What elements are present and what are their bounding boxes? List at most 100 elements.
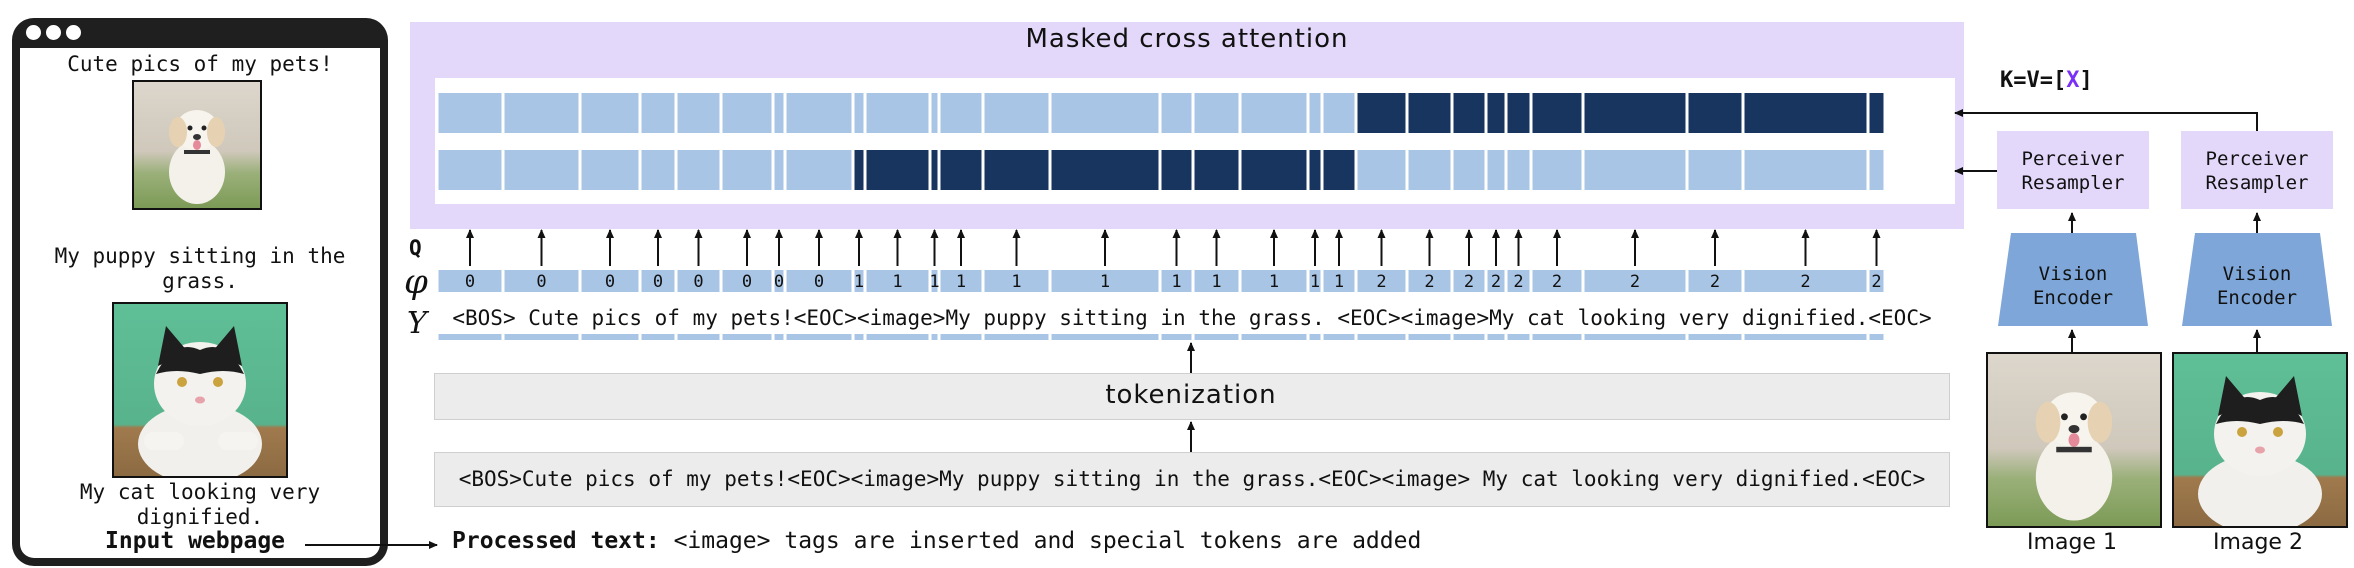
mask-cell-image2 (1584, 150, 1686, 190)
image-2-photo (2172, 352, 2348, 528)
mask-cell-image2 (1487, 150, 1505, 190)
phi-value: 2 (1871, 272, 1881, 292)
mask-cell-image2 (1309, 150, 1321, 190)
mask-cell-image2 (786, 150, 852, 190)
input-webpage-panel: Cute pics of my pets! My puppy sitting i… (12, 18, 388, 566)
mask-cell-image1 (1487, 93, 1505, 133)
window-dot-icon (66, 25, 81, 40)
phi-value: 0 (693, 272, 703, 292)
phi-value: 2 (1464, 272, 1474, 292)
phi-value: 2 (1800, 272, 1810, 292)
mask-cell-image2 (1194, 150, 1239, 190)
token-bar (1241, 334, 1307, 340)
phi-cell (1323, 270, 1355, 292)
mask-cell-image1 (984, 93, 1049, 133)
mask-cell-image2 (641, 150, 675, 190)
token-bar (774, 334, 784, 340)
mask-cell-image1 (677, 93, 720, 133)
phi-cell (1051, 270, 1159, 292)
token-bar (1869, 334, 1884, 340)
phi-value: 0 (774, 272, 784, 292)
masked-attention-title: Masked cross attention (1025, 24, 1349, 54)
mask-cell-image1 (774, 93, 784, 133)
mask-cell-image2 (677, 150, 720, 190)
y-label: Y (407, 306, 427, 341)
phi-value: 1 (956, 272, 966, 292)
phi-value: 2 (1491, 272, 1501, 292)
phi-value: 2 (1376, 272, 1386, 292)
token-bar (1194, 334, 1239, 340)
mask-cell-image1 (1408, 93, 1451, 133)
phi-value: 1 (1011, 272, 1021, 292)
resampler2-to-mask-arrow (1954, 109, 2258, 131)
kv-label: K=V=[X] (2000, 68, 2093, 93)
tokenization-band (434, 373, 1950, 420)
token-bar (1408, 334, 1451, 340)
mask-cell-image1 (1507, 93, 1530, 133)
mask-cell-image1 (1051, 93, 1159, 133)
token-bar (1161, 334, 1192, 340)
phi-cell (1688, 270, 1742, 292)
phi-cell (1532, 270, 1582, 292)
mask-cell-image2 (940, 150, 982, 190)
mask-cell-image1 (854, 93, 864, 133)
phi-value: 0 (465, 272, 475, 292)
phi-value: 0 (742, 272, 752, 292)
mask-cell-image1 (1161, 93, 1192, 133)
perceiver-resampler-1: Perceiver Resampler (1997, 131, 2149, 209)
mask-cell-image2 (1453, 150, 1485, 190)
phi-value: 1 (892, 272, 902, 292)
phi-cell (504, 270, 579, 292)
mask-cell-image1 (1323, 93, 1355, 133)
mask-cell-image1 (1194, 93, 1239, 133)
mask-cell-image1 (1532, 93, 1582, 133)
phi-cell (786, 270, 852, 292)
webpage-title: Cute pics of my pets! (67, 52, 333, 76)
cat-photo (112, 302, 288, 478)
mask-cell-image2 (1507, 150, 1530, 190)
mask-cell-image2 (854, 150, 864, 190)
vision-encoder-1-shape (1998, 233, 2148, 326)
phi-value: 0 (536, 272, 546, 292)
token-bar (677, 334, 720, 340)
mask-cell-image1 (931, 93, 938, 133)
phi-value: 1 (1269, 272, 1279, 292)
phi-value: 0 (605, 272, 615, 292)
phi-value: 1 (1310, 272, 1320, 292)
mask-cell-image1 (940, 93, 982, 133)
phi-cell (1453, 270, 1485, 292)
mask-cell-image2 (1744, 150, 1867, 190)
mask-cell-image1 (1744, 93, 1867, 133)
mask-cell-image2 (438, 150, 502, 190)
phi-value: 1 (929, 272, 939, 292)
phi-value: 1 (1211, 272, 1221, 292)
mask-cell-image2 (1161, 150, 1192, 190)
mask-cell-image2 (1241, 150, 1307, 190)
mask-cell-image1 (1869, 93, 1884, 133)
phi-value: 2 (1710, 272, 1720, 292)
phi-cell (1584, 270, 1686, 292)
token-bar (984, 334, 1049, 340)
token-bar (722, 334, 772, 340)
mask-cell-image1 (786, 93, 852, 133)
phi-value: 2 (1513, 272, 1523, 292)
token-bar (1357, 334, 1406, 340)
mask-cell-image1 (1241, 93, 1307, 133)
phi-cell (931, 270, 938, 292)
mask-cell-image1 (504, 93, 579, 133)
phi-label: φ (404, 262, 428, 302)
phi-cell (581, 270, 639, 292)
mask-cell-image1 (722, 93, 772, 133)
mask-cell-image1 (1357, 93, 1406, 133)
puppy-caption: My puppy sitting in the grass. (54, 244, 346, 293)
mask-cell-image1 (581, 93, 639, 133)
mask-cell-image2 (1408, 150, 1451, 190)
raw-text-box (434, 452, 1950, 507)
token-bar (786, 334, 852, 340)
raw-text: <BOS>Cute pics of my pets!<EOC><image>My… (458, 467, 1926, 491)
token-bar (581, 334, 639, 340)
token-bar (1688, 334, 1742, 340)
phi-value: 2 (1424, 272, 1434, 292)
